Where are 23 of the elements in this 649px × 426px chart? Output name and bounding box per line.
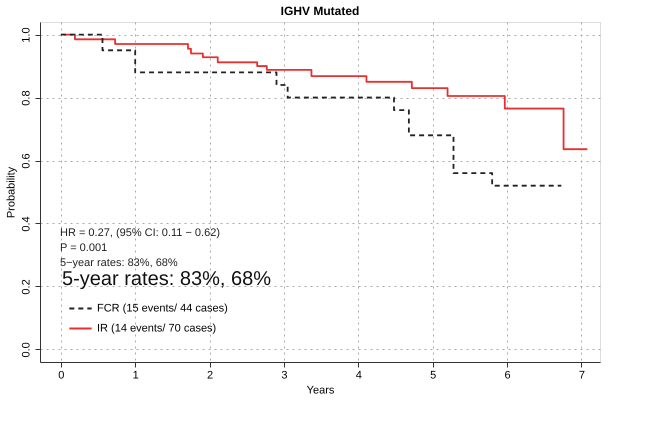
x-tick-label: 5 [430, 370, 436, 382]
legend-label: FCR (15 events/ 44 cases) [97, 302, 228, 314]
y-tick-label: 0.8 [20, 90, 32, 106]
x-tick-label: 7 [578, 370, 585, 382]
x-tick-label: 4 [356, 370, 362, 382]
x-tick-label: 0 [58, 370, 64, 382]
y-tick-label: 0.6 [20, 153, 32, 169]
y-tick-label: 1.0 [20, 27, 32, 43]
y-tick-label: 0.4 [20, 216, 32, 232]
x-tick-label: 2 [207, 370, 214, 382]
x-tick-label: 3 [281, 370, 288, 382]
annotation: 5−year rates: 83%, 68% [60, 257, 178, 269]
y-tick-label: 0.2 [20, 279, 32, 295]
annotation: HR = 0.27, (95% CI: 0.11 − 0.62) [60, 227, 220, 239]
chart-title: IGHV Mutated [280, 4, 360, 18]
x-tick-label: 6 [504, 370, 511, 382]
legend-label: IR (14 events/ 70 cases) [97, 322, 216, 334]
annotation: P = 0.001 [60, 242, 108, 254]
y-tick-label: 0.0 [20, 342, 32, 358]
annotation: 5-year rates: 83%, 68% [62, 268, 272, 290]
x-axis-title: Years [306, 384, 335, 396]
x-tick-label: 1 [132, 370, 139, 382]
y-axis-title: Probability [6, 166, 18, 218]
